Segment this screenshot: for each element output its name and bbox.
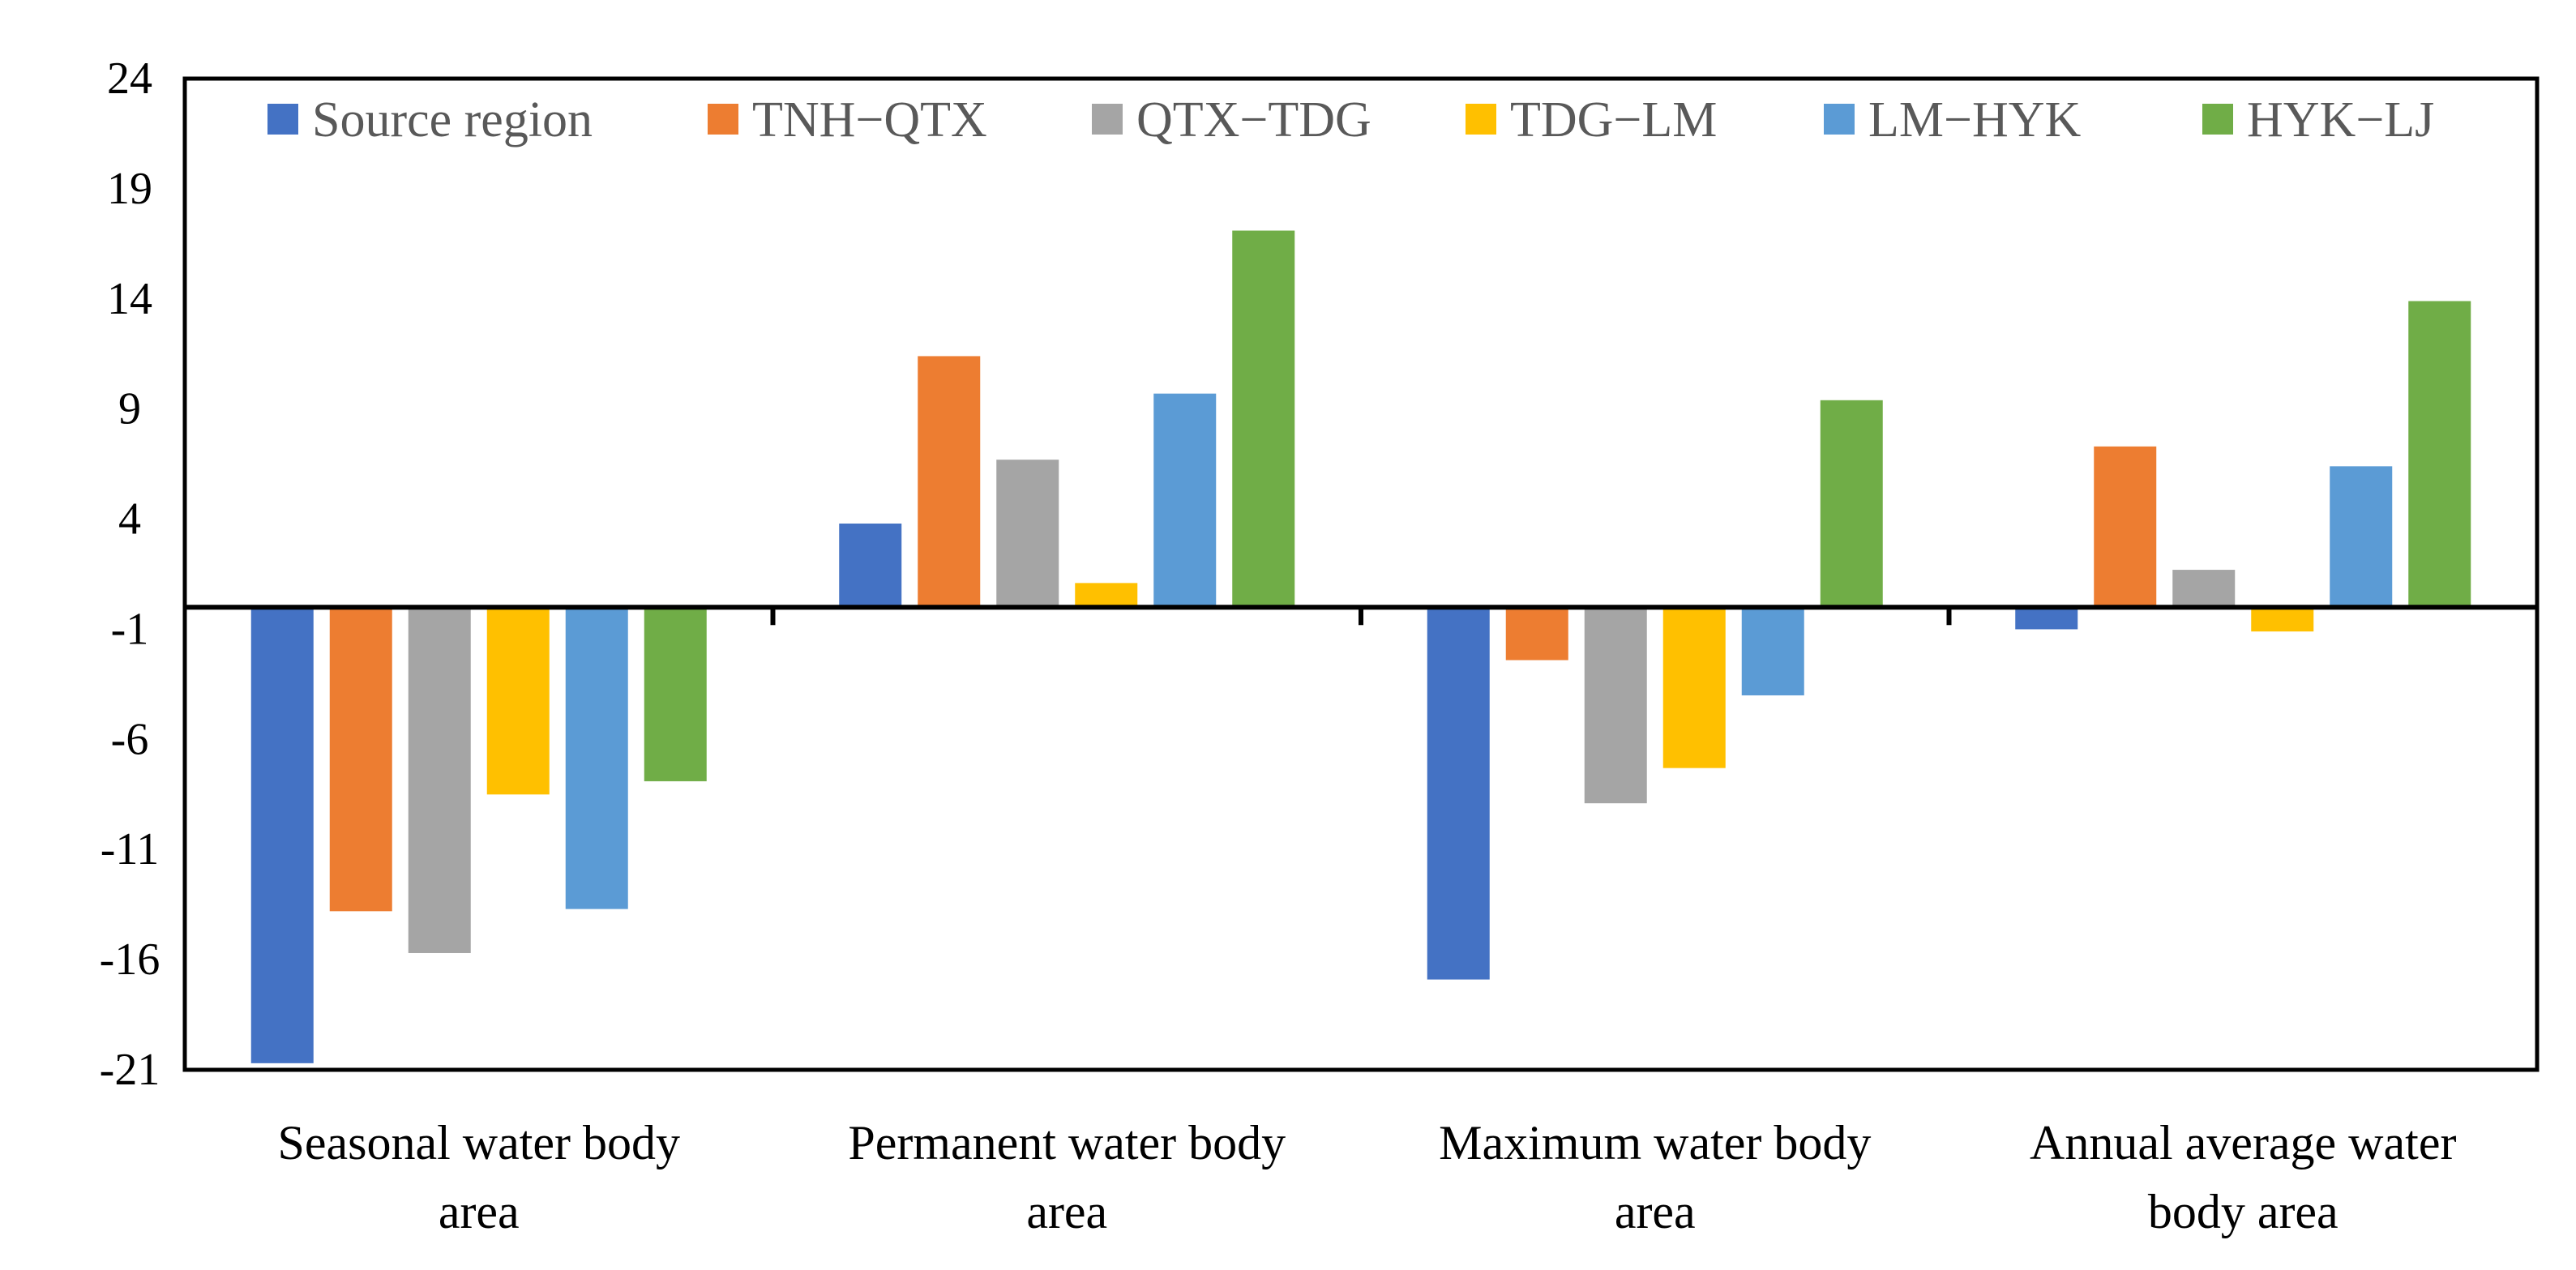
category-label: Annual average water xyxy=(2030,1116,2456,1170)
bar xyxy=(2408,301,2471,608)
bar xyxy=(918,356,981,608)
bar xyxy=(2094,446,2157,608)
bar xyxy=(2172,570,2236,608)
bar xyxy=(250,607,314,1063)
y-tick-label: -21 xyxy=(100,1045,160,1095)
bar xyxy=(1820,400,1883,608)
legend-swatch xyxy=(1824,104,1855,135)
category-label: area xyxy=(1026,1185,1107,1238)
category-label: Permanent water body xyxy=(848,1116,1286,1170)
legend: Source region TNH−QTX QTX−TDG TDG−LM LM−HYK H… xyxy=(267,92,2434,148)
legend-label: Source region xyxy=(312,92,593,148)
legend-swatch xyxy=(2202,104,2233,135)
legend-label: QTX−TDG xyxy=(1136,92,1371,148)
legend-swatch xyxy=(1466,104,1496,135)
y-axis-tick-labels: 24 19 14 9 4 -1 -6 -11 -16 -21 xyxy=(100,53,160,1095)
bar xyxy=(1505,607,1568,661)
bar xyxy=(1662,607,1726,768)
y-tick-label: 24 xyxy=(107,53,152,104)
x-axis-category-labels: Seasonal water body area Permanent water b… xyxy=(277,1116,2456,1238)
y-tick-label: -11 xyxy=(101,824,160,874)
legend-swatch xyxy=(708,104,738,135)
y-tick-label: 14 xyxy=(107,274,152,324)
category-label: Seasonal water body xyxy=(277,1116,680,1170)
category-label: area xyxy=(1615,1185,1696,1238)
bar xyxy=(329,607,392,912)
legend-label: HYK−LJ xyxy=(2247,92,2434,148)
bar xyxy=(1232,230,1295,608)
bar xyxy=(486,607,550,795)
y-tick-label: -16 xyxy=(100,934,160,985)
legend-label: TDG−LM xyxy=(1510,92,1717,148)
bar xyxy=(1153,393,1217,608)
category-label: Maximum water body xyxy=(1439,1116,1871,1170)
bar xyxy=(996,460,1059,608)
y-tick-label: 9 xyxy=(118,384,141,434)
bar xyxy=(1584,607,1647,804)
bar xyxy=(644,607,707,781)
bar xyxy=(2251,607,2314,632)
y-tick-label: 4 xyxy=(118,494,141,545)
legend-swatch xyxy=(267,104,298,135)
y-tick-label: -6 xyxy=(111,714,149,764)
legend-swatch xyxy=(1092,104,1123,135)
bar xyxy=(1741,607,1804,695)
bars-layer xyxy=(250,230,2471,1063)
y-tick-label: 19 xyxy=(107,164,152,214)
bar xyxy=(565,607,628,909)
bar xyxy=(2015,607,2078,630)
bar xyxy=(2330,466,2393,608)
legend-label: LM−HYK xyxy=(1868,92,2082,148)
bar xyxy=(1427,607,1490,980)
category-label: area xyxy=(439,1185,520,1238)
y-tick-label: -1 xyxy=(111,604,149,654)
bar xyxy=(839,523,902,608)
legend-label: TNH−QTX xyxy=(752,92,987,148)
plot-area-border xyxy=(182,76,2540,1072)
bar xyxy=(1075,583,1138,608)
category-label: body area xyxy=(2148,1185,2339,1238)
category-ticks xyxy=(770,607,1952,626)
bar xyxy=(408,607,471,953)
